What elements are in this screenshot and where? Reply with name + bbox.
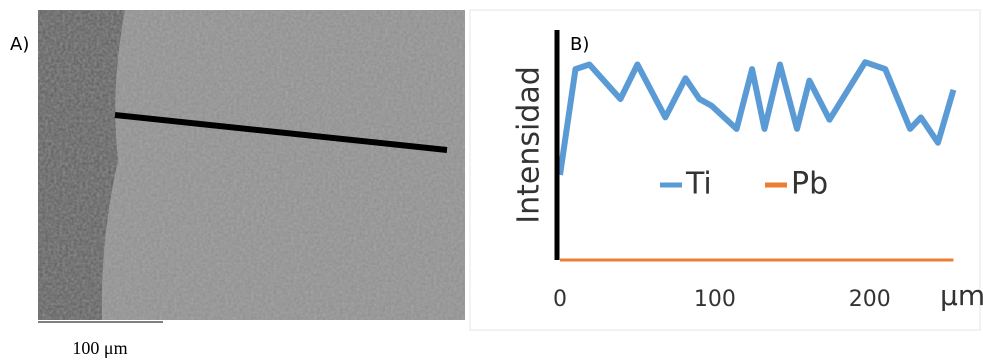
x-tick-label: 200 <box>849 287 891 312</box>
legend-label: Pb <box>791 167 828 202</box>
panel-label: A) <box>10 34 29 55</box>
x-unit: μm <box>940 279 983 312</box>
x-tick-label: 100 <box>694 287 736 312</box>
chart-area <box>469 9 981 331</box>
series-line <box>557 59 957 176</box>
x-tick-label: 0 <box>553 287 567 312</box>
legend-label: Ti <box>685 167 712 202</box>
chart: B) Intensidad 0 100 200 μm Ti Pb <box>512 30 983 312</box>
sem-image <box>38 10 465 320</box>
y-axis-label: Intensidad <box>512 66 547 224</box>
scale-bar-label: 100 μm <box>72 338 127 358</box>
panel-label: B) <box>570 34 589 55</box>
